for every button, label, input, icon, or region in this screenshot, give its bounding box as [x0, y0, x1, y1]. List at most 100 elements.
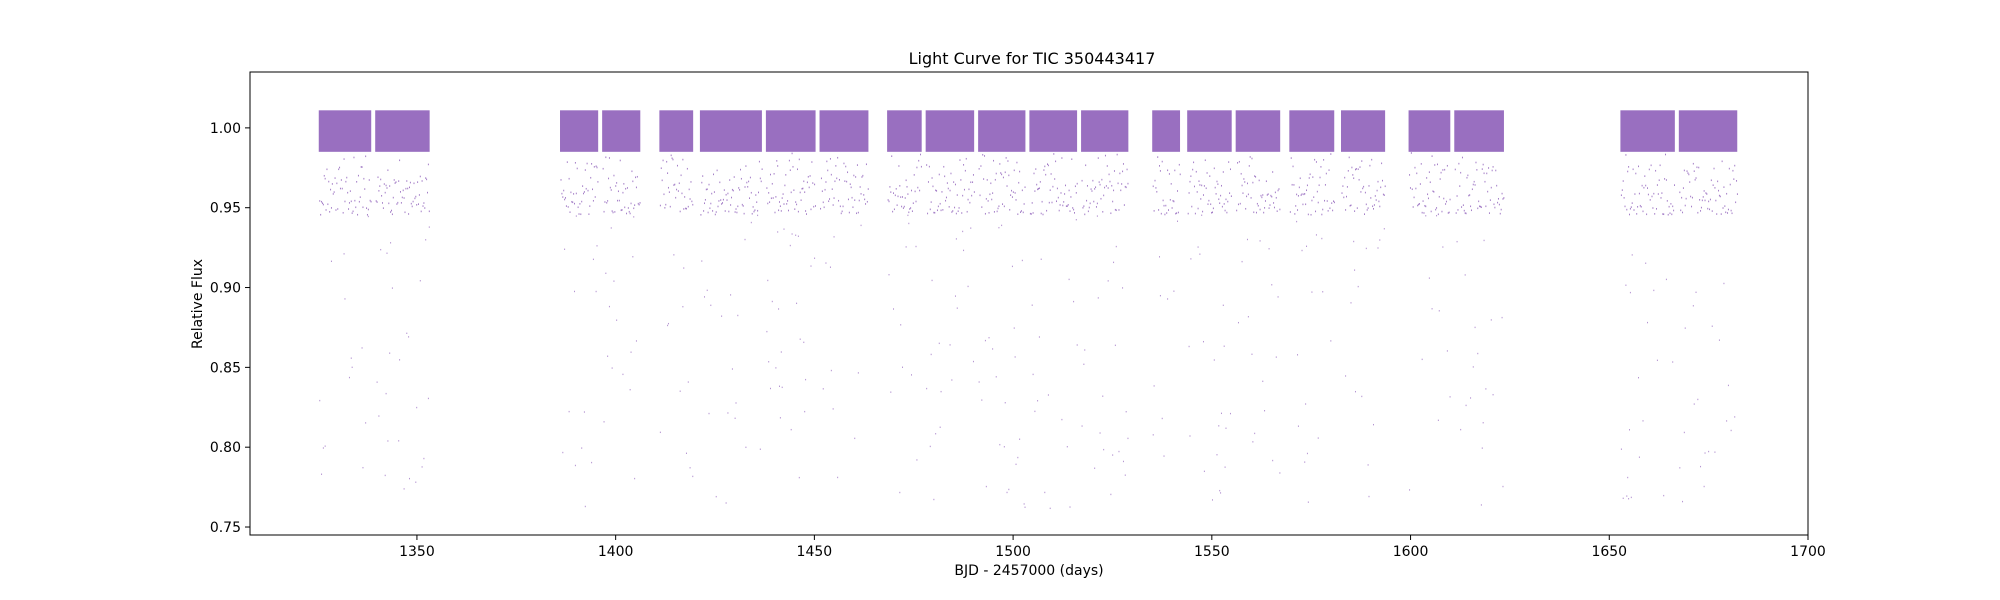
data-point: [610, 189, 612, 191]
data-point: [1095, 206, 1097, 208]
data-point: [1490, 319, 1492, 321]
data-point: [408, 336, 410, 338]
data-point: [1629, 207, 1631, 210]
data-point: [731, 196, 733, 199]
data-point: [701, 181, 703, 184]
data-point: [1306, 245, 1308, 247]
data-point: [701, 260, 703, 262]
data-point: [1321, 237, 1323, 240]
data-point: [1153, 385, 1155, 387]
data-point: [1699, 199, 1701, 201]
data-point: [1005, 157, 1007, 159]
data-point: [1367, 464, 1369, 466]
data-point: [978, 381, 980, 383]
data-point: [1121, 183, 1123, 185]
data-point: [1084, 349, 1086, 351]
data-point: [1032, 212, 1034, 214]
data-point: [1037, 187, 1039, 190]
data-point: [422, 205, 424, 207]
x-tick-label: 1450: [797, 544, 833, 560]
y-tick-label: 0.80: [210, 440, 241, 456]
data-point: [1004, 171, 1006, 174]
data-point: [1662, 213, 1664, 215]
data-point: [636, 175, 638, 178]
data-point: [715, 495, 717, 498]
x-tick-label: 1550: [1194, 544, 1230, 560]
data-point: [632, 180, 634, 183]
data-point: [1490, 186, 1492, 189]
data-point: [783, 228, 785, 230]
data-point: [1306, 189, 1308, 192]
data-point: [1230, 195, 1232, 197]
data-point: [1687, 172, 1689, 174]
data-point: [1167, 169, 1169, 172]
data-point: [1484, 180, 1486, 183]
data-point: [939, 202, 941, 205]
data-point: [1459, 185, 1461, 187]
data-point: [1301, 249, 1303, 252]
data-point: [1672, 361, 1674, 363]
data-point: [1651, 195, 1653, 198]
data-point: [1365, 247, 1367, 250]
data-point: [1332, 209, 1334, 212]
data-point: [391, 213, 393, 216]
data-point: [1344, 176, 1346, 179]
data-point: [731, 368, 733, 370]
data-point: [1103, 194, 1105, 197]
data-point: [945, 199, 947, 202]
data-point: [1703, 485, 1705, 488]
data-point: [1444, 168, 1446, 171]
data-point: [1456, 240, 1458, 243]
data-point: [579, 203, 581, 205]
data-point: [386, 252, 388, 254]
data-point: [406, 332, 408, 335]
data-point: [838, 199, 840, 202]
data-point: [390, 211, 392, 213]
data-point: [1013, 327, 1015, 329]
data-point: [383, 183, 385, 185]
data-point: [690, 181, 692, 183]
data-point: [788, 159, 790, 162]
data-point: [931, 177, 933, 179]
data-point: [659, 204, 661, 207]
data-point: [1314, 158, 1316, 161]
data-point: [1271, 195, 1273, 198]
data-point: [948, 206, 950, 208]
data-point: [956, 194, 958, 196]
data-point: [757, 214, 759, 217]
data-point: [1289, 211, 1291, 213]
data-point: [1704, 452, 1706, 454]
data-point: [1166, 212, 1168, 214]
data-point: [1292, 165, 1294, 168]
data-point: [838, 178, 840, 181]
data-point: [1096, 202, 1098, 205]
data-point: [727, 412, 729, 414]
baseline-flux-band: [978, 110, 1026, 152]
data-point: [605, 156, 607, 159]
data-point: [1725, 211, 1727, 214]
data-point: [426, 178, 428, 181]
data-point: [1483, 239, 1485, 242]
data-point: [1442, 246, 1444, 248]
data-point: [1437, 213, 1439, 216]
data-point: [803, 341, 805, 344]
data-point: [420, 210, 422, 213]
data-point: [1253, 211, 1255, 214]
data-point: [1463, 209, 1465, 212]
data-point: [1366, 209, 1368, 211]
data-point: [322, 203, 324, 206]
data-point: [713, 191, 715, 193]
baseline-flux-band: [1187, 110, 1232, 152]
data-point: [1246, 182, 1248, 185]
data-point: [1696, 166, 1698, 169]
data-point: [1221, 205, 1223, 208]
data-point: [711, 192, 713, 195]
data-point: [1194, 212, 1196, 215]
data-point: [1246, 195, 1248, 198]
data-point: [1055, 160, 1057, 163]
data-point: [1086, 185, 1088, 187]
data-point: [1014, 356, 1016, 358]
data-point: [1711, 210, 1713, 212]
data-point: [1073, 300, 1075, 303]
data-point: [1052, 185, 1054, 188]
